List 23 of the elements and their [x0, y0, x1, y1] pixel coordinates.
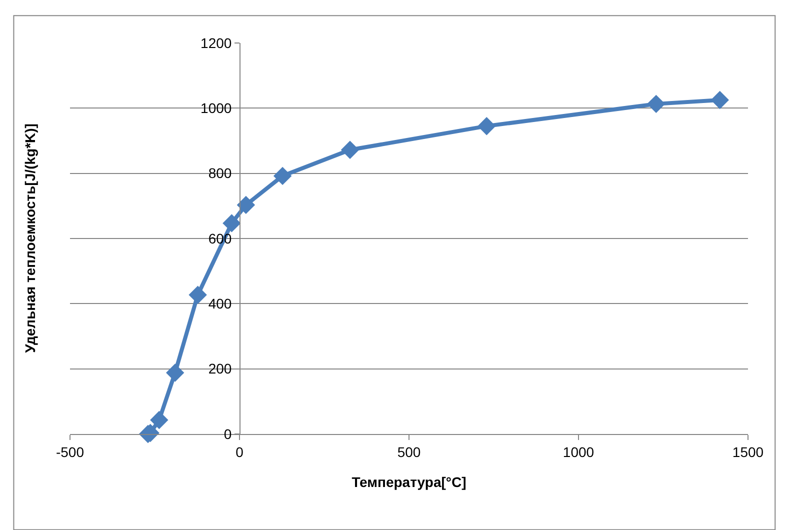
- point: [188, 286, 207, 304]
- y-tick-label: 1200: [200, 34, 232, 51]
- y-tick-label: 200: [208, 360, 232, 377]
- point: [236, 196, 256, 214]
- y-tick-label: 800: [208, 165, 232, 182]
- point: [273, 166, 292, 186]
- y-tick-label: 1000: [200, 100, 232, 116]
- point: [647, 94, 666, 114]
- y-tick-label: 0: [224, 426, 232, 442]
- point: [150, 410, 168, 430]
- point: [478, 116, 496, 136]
- point: [340, 140, 360, 159]
- x-tick-label: 500: [397, 444, 421, 460]
- y-axis-title: Удельная теплоемкость[J/(kg*K)]: [22, 124, 38, 353]
- point: [222, 214, 241, 232]
- point: [166, 364, 184, 382]
- x-tick-label: 1000: [562, 444, 594, 460]
- x-tick-label: -500: [56, 444, 84, 460]
- x-axis-title: Температура[°C]: [352, 474, 466, 490]
- point: [710, 90, 729, 110]
- x-tick-label: 0: [236, 444, 244, 460]
- y-tick-label: 400: [208, 296, 232, 312]
- x-tick-label: 1500: [732, 444, 764, 460]
